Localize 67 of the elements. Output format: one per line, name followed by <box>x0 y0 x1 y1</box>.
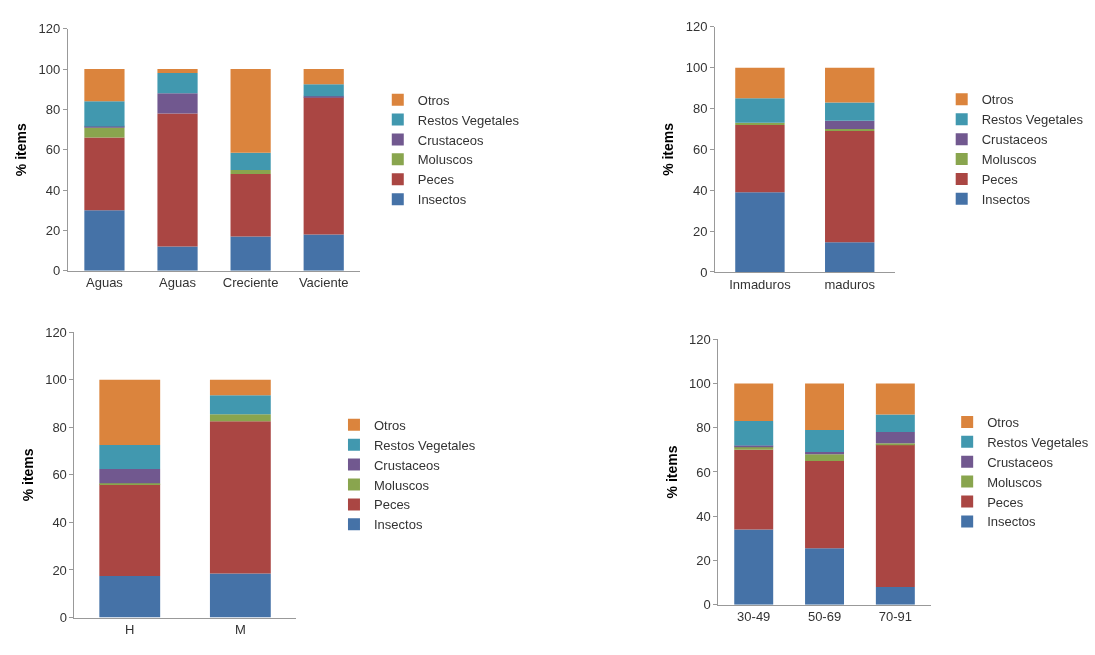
legend-label: Moluscos <box>987 474 1043 490</box>
x-tick-label: Creciente <box>222 275 279 291</box>
legend-label: Restos Vegetales <box>373 437 476 453</box>
y-tick-label: 100 <box>38 61 61 77</box>
legend-label: Otros <box>987 414 1020 430</box>
legend-label: Otros <box>981 92 1014 108</box>
legend-label: Restos Vegetales <box>987 434 1089 450</box>
legend-label: Insectos <box>981 191 1031 207</box>
legend-label: Moluscos <box>981 152 1038 168</box>
y-tick-label: 120 <box>38 21 61 37</box>
legend-label: Moluscos <box>417 152 474 168</box>
x-tick-label: Aguas <box>86 275 124 291</box>
y-tick-label: 100 <box>685 60 708 76</box>
legend-label: Crustaceos <box>987 454 1054 470</box>
y-tick-label: 20 <box>696 553 711 569</box>
y-tick-label: 80 <box>45 101 61 117</box>
y-tick-label: 20 <box>45 222 61 238</box>
y-axis-title: % items <box>660 122 677 176</box>
x-tick-label: H <box>125 622 135 638</box>
y-axis-title: % items <box>13 123 30 177</box>
y-tick-label: 60 <box>45 142 61 158</box>
legend-label: Peces <box>373 497 411 513</box>
legend-label: Crustaceos <box>417 132 485 148</box>
legend-label: Otros <box>417 92 451 108</box>
y-tick-label: 60 <box>52 467 67 483</box>
y-tick-label: 120 <box>685 19 708 35</box>
y-tick-label: 80 <box>696 420 711 436</box>
x-tick-label: 70-91 <box>878 609 912 625</box>
legend-label: Peces <box>981 172 1019 188</box>
legend-label: Crustaceos <box>373 457 441 473</box>
x-tick-label: Vaciente <box>298 275 349 291</box>
legend-label: Insectos <box>417 192 467 208</box>
x-tick-label: Inmaduros <box>729 276 792 292</box>
y-tick-label: 0 <box>700 264 708 280</box>
y-tick-label: 60 <box>696 464 711 480</box>
y-tick-label: 20 <box>52 562 67 578</box>
y-tick-label: 40 <box>692 182 708 198</box>
y-tick-label: 0 <box>703 597 711 613</box>
legend-label: Peces <box>417 172 455 188</box>
x-tick-label: M <box>234 622 246 638</box>
legend-label: Restos Vegetales <box>417 112 520 128</box>
x-tick-label: 30-49 <box>737 609 771 625</box>
y-tick-label: 100 <box>689 375 711 391</box>
y-axis-title: % items <box>19 448 36 502</box>
y-tick-label: 60 <box>692 141 708 157</box>
legend-label: Otros <box>373 417 407 433</box>
y-tick-label: 120 <box>45 324 67 340</box>
y-tick-label: 20 <box>692 223 708 239</box>
y-tick-label: 100 <box>45 372 67 388</box>
y-axis-title: % items <box>663 445 680 499</box>
legend-label: Crustaceos <box>981 132 1048 148</box>
y-tick-label: 0 <box>59 610 67 626</box>
legend-label: Restos Vegetales <box>981 112 1084 128</box>
legend-label: Peces <box>987 494 1024 510</box>
y-tick-label: 120 <box>689 331 711 347</box>
x-tick-label: maduros <box>824 276 876 292</box>
legend-label: Moluscos <box>373 477 430 493</box>
y-tick-label: 80 <box>692 101 708 117</box>
x-tick-label: 50-69 <box>807 609 842 625</box>
y-tick-label: 40 <box>696 508 711 524</box>
legend-label: Insectos <box>987 514 1037 530</box>
legend-label: Insectos <box>373 517 423 533</box>
y-tick-label: 40 <box>52 514 67 530</box>
y-tick-label: 40 <box>45 182 61 198</box>
y-tick-label: 80 <box>52 419 67 435</box>
y-tick-label: 0 <box>53 263 61 279</box>
x-tick-label: Aguas <box>159 275 197 291</box>
